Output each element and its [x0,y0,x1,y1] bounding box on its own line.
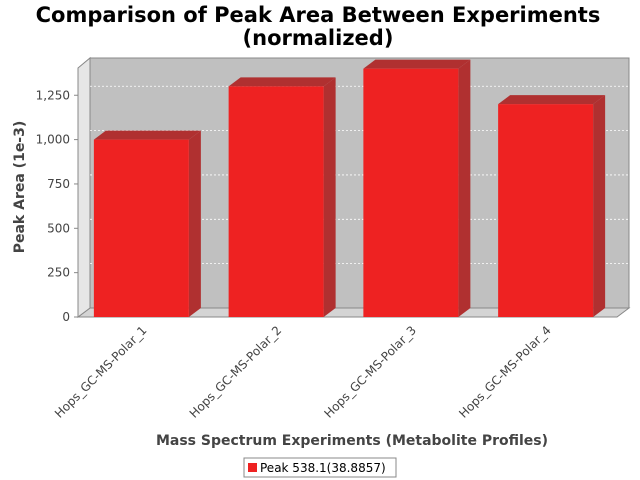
chart-subtitle: (normalized) [243,26,394,50]
y-axis-label: Peak Area (1e-3) [12,121,28,254]
y-tick-label: 750 [47,177,70,191]
bar-top [93,130,201,140]
x-tick-label: Hops_GC-MS-Polar_1 [52,323,150,421]
bar-side [458,59,471,318]
bars [93,59,606,318]
y-tick-label: 0 [62,310,70,324]
y-tick-label: 1,000 [36,133,70,147]
bar-front [228,86,324,317]
legend-swatch [248,463,257,472]
x-axis-label: Mass Spectrum Experiments (Metabolite Pr… [156,433,548,449]
x-tick-label: Hops_GC-MS-Polar_4 [456,323,554,421]
legend-box [243,457,397,478]
bar-front [93,139,189,317]
bar-front [498,104,594,317]
legend-label: Peak 538.1(38.8857) [260,461,386,475]
x-tick-label: Hops_GC-MS-Polar_2 [187,323,285,421]
y-tick-label: 500 [47,221,70,235]
bar-front [363,68,459,318]
y-tick-label: 250 [47,266,70,280]
plot-side-wall [77,56,91,318]
bar-top [498,95,606,105]
bar [363,59,471,318]
bar [498,95,606,317]
y-tick-label: 1,250 [36,88,70,102]
bar-top [228,77,336,87]
legend: Peak 538.1(38.8857) [243,457,397,478]
bar [228,77,336,317]
bar [93,130,201,317]
chart-title: Comparison of Peak Area Between Experime… [36,3,601,27]
bar-side [593,95,606,317]
bar-side [188,130,201,317]
x-axis: Hops_GC-MS-Polar_1 Hops_GC-MS-Polar_2 Hops… [52,323,554,421]
x-tick-label: Hops_GC-MS-Polar_3 [321,323,419,421]
bar-top [363,59,471,69]
bar-side [323,77,336,317]
